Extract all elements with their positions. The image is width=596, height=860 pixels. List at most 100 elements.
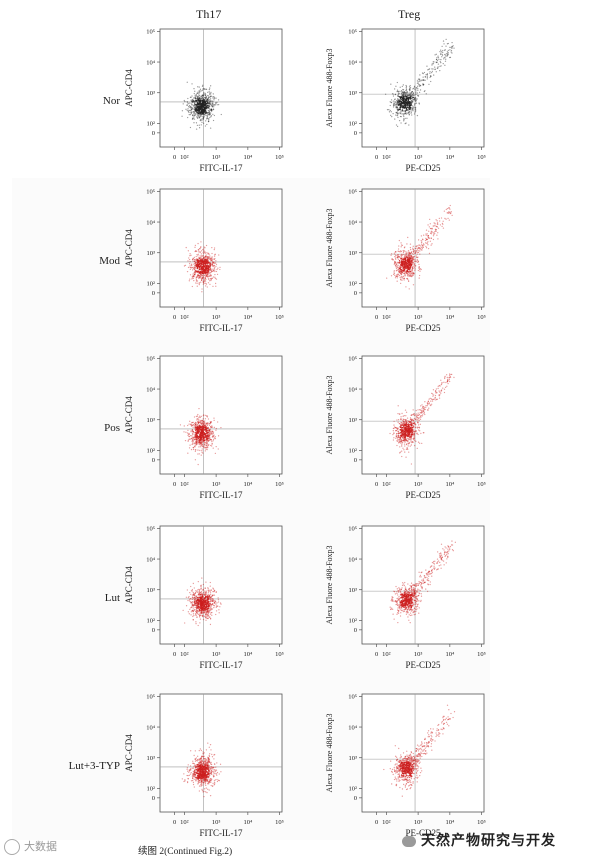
data-point — [401, 95, 403, 97]
data-point — [207, 97, 210, 99]
data-point — [191, 269, 194, 271]
data-point — [208, 107, 210, 109]
data-point — [202, 258, 204, 260]
data-point — [194, 606, 196, 609]
column-header-th17: Th17 — [196, 7, 222, 21]
data-point — [412, 427, 414, 429]
data-point — [208, 433, 210, 435]
data-point — [399, 100, 402, 102]
data-point — [405, 271, 408, 274]
data-point — [404, 92, 406, 94]
data-point — [208, 258, 210, 260]
data-point — [419, 423, 422, 425]
data-point — [209, 101, 211, 103]
data-point — [416, 248, 419, 250]
data-point — [194, 432, 197, 434]
data-point — [448, 211, 450, 213]
data-point — [202, 94, 204, 97]
data-point — [416, 256, 418, 259]
data-point — [209, 264, 212, 267]
data-point — [197, 600, 200, 602]
data-point — [208, 436, 210, 438]
data-point — [208, 433, 210, 436]
data-point — [194, 100, 196, 103]
data-point — [215, 610, 218, 612]
data-point — [212, 599, 214, 601]
data-point — [198, 257, 201, 259]
data-point — [207, 269, 210, 271]
data-point — [432, 63, 435, 65]
data-point — [201, 614, 203, 617]
data-point — [426, 238, 429, 241]
data-point — [209, 434, 211, 437]
data-point — [200, 610, 202, 612]
y-tick-label: 0 — [354, 457, 357, 464]
data-point — [444, 49, 446, 51]
data-point — [210, 426, 212, 429]
data-point — [193, 88, 195, 90]
data-point — [406, 255, 408, 258]
y-axis-label: APC-CD4 — [124, 69, 134, 107]
data-point — [200, 268, 202, 270]
data-point — [432, 225, 434, 227]
data-point — [415, 109, 417, 111]
data-point — [187, 429, 189, 432]
data-point — [199, 610, 201, 612]
data-point — [409, 418, 412, 421]
data-point — [200, 90, 202, 92]
data-point — [203, 424, 206, 426]
data-point — [194, 273, 196, 275]
data-point — [206, 433, 208, 435]
data-point — [197, 624, 199, 627]
x-tick-label: 10⁵ — [477, 314, 486, 321]
data-point — [201, 257, 203, 260]
data-point — [395, 429, 397, 432]
data-point — [214, 262, 217, 264]
data-point — [211, 433, 213, 435]
data-point — [208, 265, 210, 267]
data-point — [204, 616, 207, 618]
y-tick-label: 10⁵ — [348, 356, 357, 363]
data-point — [411, 261, 414, 264]
data-point — [409, 274, 411, 276]
data-point — [191, 100, 193, 102]
data-point — [442, 63, 444, 65]
data-point — [395, 258, 397, 260]
data-point — [208, 266, 210, 268]
data-point — [199, 594, 202, 596]
data-point — [192, 618, 194, 621]
data-point — [397, 269, 400, 271]
data-point — [186, 432, 189, 434]
data-point — [202, 98, 204, 101]
data-point — [396, 104, 398, 106]
data-point — [215, 606, 217, 608]
data-point — [199, 115, 201, 117]
data-point — [214, 253, 216, 255]
data-point — [201, 255, 203, 257]
data-point — [209, 100, 211, 102]
data-point — [202, 427, 204, 430]
data-point — [411, 275, 413, 277]
data-point — [206, 610, 208, 613]
data-point — [403, 97, 405, 100]
data-point — [192, 277, 195, 280]
data-point — [205, 282, 207, 284]
data-point — [189, 597, 192, 600]
data-point — [194, 111, 196, 114]
data-point — [209, 93, 211, 96]
data-point — [187, 611, 190, 613]
data-point — [207, 595, 209, 598]
data-point — [206, 447, 208, 449]
data-point — [194, 260, 196, 262]
data-point — [191, 106, 193, 109]
data-point — [209, 430, 211, 432]
data-point — [191, 596, 194, 599]
data-point — [194, 449, 197, 451]
data-point — [403, 92, 405, 94]
data-point — [410, 259, 413, 262]
data-point — [210, 421, 213, 423]
data-point — [202, 419, 204, 422]
data-point — [405, 256, 408, 259]
data-point — [198, 421, 200, 423]
data-point — [396, 274, 398, 276]
